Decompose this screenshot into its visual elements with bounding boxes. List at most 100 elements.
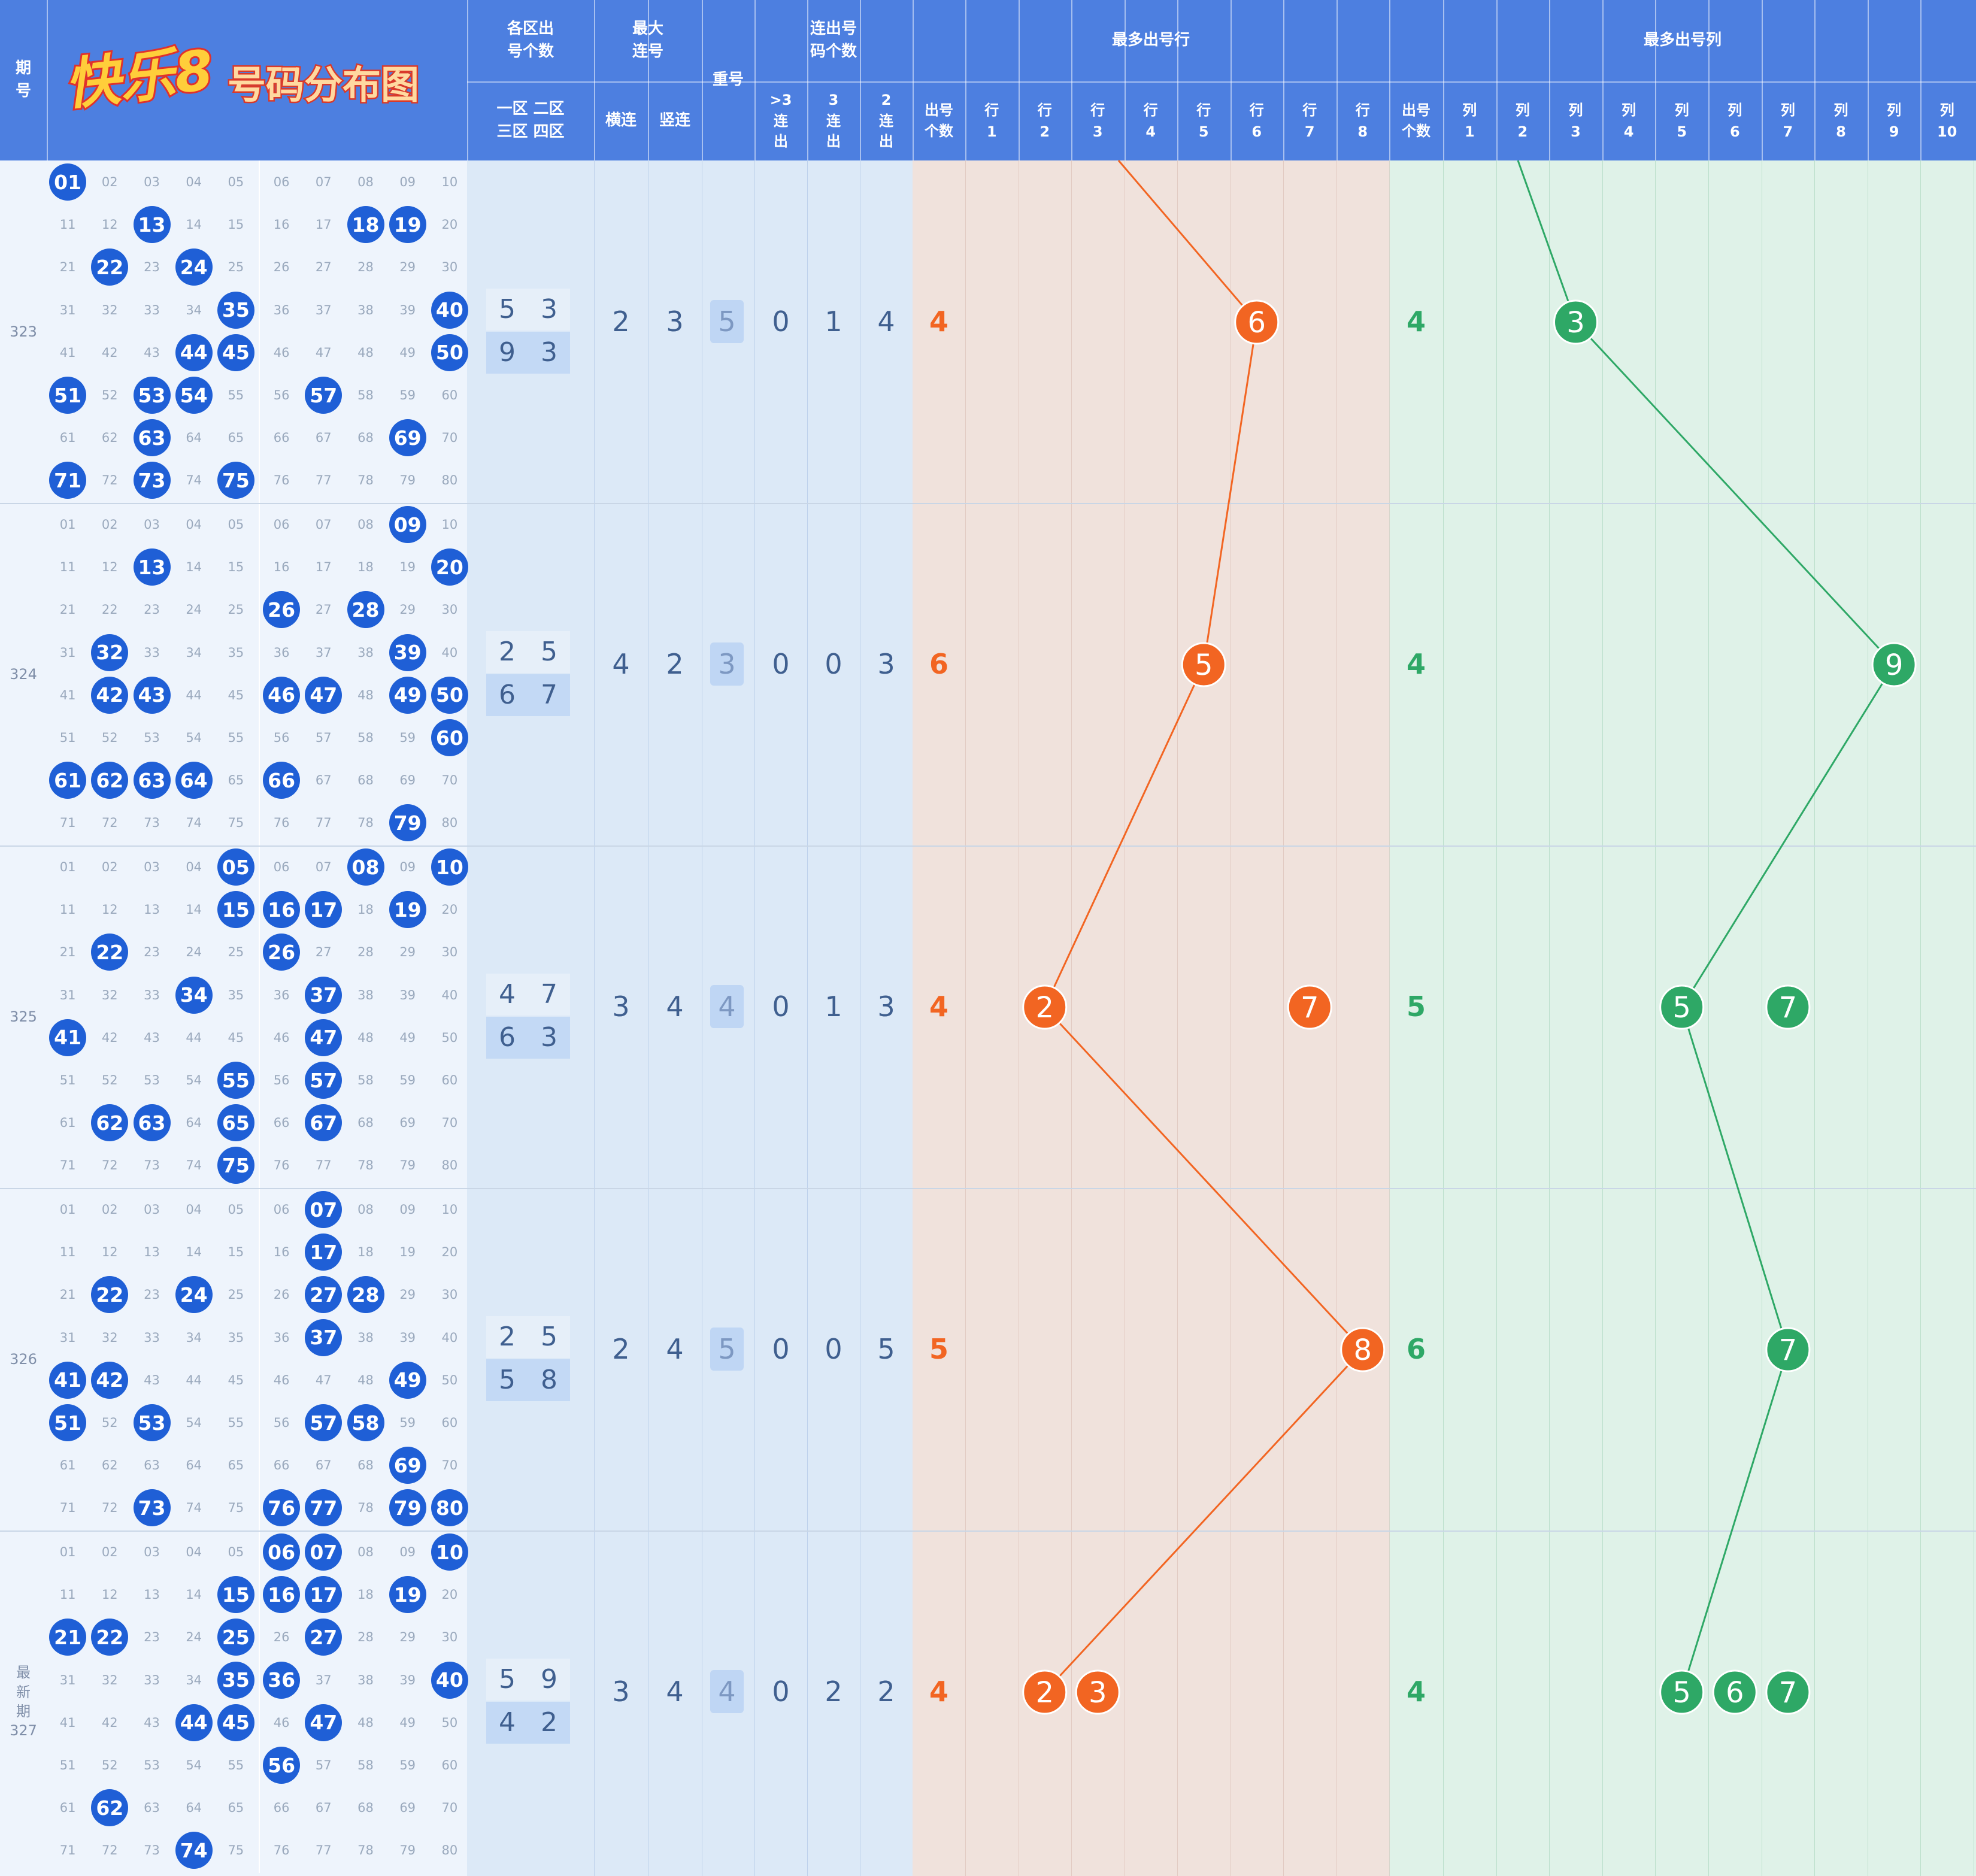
drawn-ball: 60 [431,719,468,756]
header-divider [1708,0,1710,160]
row-ball: 2 [1022,984,1068,1030]
header-divider [1124,0,1126,160]
col-9-header: 列 9 [1887,102,1902,140]
grid-number: 77 [315,1158,332,1173]
grid-number: 66 [273,1116,290,1131]
row-trend-segment [1117,160,1257,323]
grid-number: 24 [186,945,202,960]
repeat-value: 3 [710,642,744,686]
grid-number: 63 [144,1801,160,1816]
grid-number: 01 [59,1545,76,1559]
grid-number: 66 [273,1458,290,1473]
row-trend-segment [1044,1348,1363,1693]
drawn-ball: 62 [91,1789,129,1827]
three-consec-value: 2 [825,1675,842,1708]
grid-number: 40 [441,1330,458,1345]
drawn-ball: 61 [49,762,87,799]
drawn-ball: 34 [175,976,213,1014]
grid-number: 12 [101,217,118,232]
grid-number: 73 [144,816,160,831]
zone-divider [259,845,260,1188]
grid-number: 72 [101,473,118,488]
grid-number: 01 [59,517,76,532]
drawn-ball: 75 [217,1147,254,1184]
grid-number: 09 [399,175,416,189]
drawn-ball: 47 [305,676,343,714]
grid-number: 65 [228,1801,244,1816]
grid-number: 57 [315,731,332,745]
drawn-ball: 20 [431,548,468,586]
grid-number: 41 [59,345,76,360]
header-divider [648,0,649,160]
drawn-ball: 37 [305,1319,343,1356]
row-trend-segment [1044,1006,1363,1351]
grid-number: 38 [357,645,374,660]
col-6-header: 列 6 [1728,102,1742,140]
grid-number: 08 [357,517,374,532]
grid-number: 33 [144,1330,160,1345]
grid-line [807,160,808,1876]
drawn-ball: 28 [347,1276,384,1314]
drawn-ball: 58 [347,1404,384,1441]
header-divider [1920,0,1922,160]
grid-number: 77 [315,816,332,831]
repeat-value: 5 [710,300,744,343]
grid-number: 02 [101,1545,118,1559]
drawn-ball: 13 [133,548,171,586]
drawn-ball: 63 [133,419,171,457]
zone-count: 9 [486,332,528,374]
col-count-value: 5 [1406,990,1426,1023]
grid-number: 55 [228,388,244,402]
horizontal-value: 3 [612,1675,630,1708]
grid-number: 54 [186,731,202,745]
drawn-ball: 44 [175,334,213,371]
grid-number: 30 [441,602,458,617]
drawn-ball: 77 [305,1489,343,1527]
row-ball: 5 [1181,642,1226,687]
vertical-value: 3 [666,305,684,338]
grid-line [1708,160,1709,1876]
grid-number: 65 [228,773,244,788]
grid-number: 31 [59,1330,76,1345]
grid-number: 48 [357,687,374,702]
zone-count: 7 [528,974,570,1016]
grid-number: 33 [144,987,160,1002]
zone-divider [259,160,260,503]
row-1-header: 行 1 [984,102,999,140]
drawn-ball: 39 [389,634,426,671]
drawn-ball: 17 [305,891,343,929]
grid-number: 80 [441,473,458,488]
drawn-ball: 41 [49,1019,87,1056]
grid-number: 59 [399,388,416,402]
drawn-ball: 26 [263,934,301,971]
row-ball: 6 [1234,299,1280,345]
drawn-ball: 36 [263,1661,301,1699]
grid-number: 10 [441,517,458,532]
grid-number: 50 [441,1715,458,1730]
col-8-header: 列 8 [1833,102,1848,140]
grid-number: 71 [59,816,76,831]
grid-number: 26 [273,1630,290,1645]
grid-number: 52 [101,1416,118,1430]
drawn-ball: 80 [431,1489,468,1527]
grid-number: 69 [399,773,416,788]
row-ball-label: 2 [1035,991,1054,1025]
row-ball-label: 2 [1035,1676,1054,1710]
grid-number: 04 [186,175,202,189]
grid-number: 45 [228,1372,244,1387]
header-divider [1443,0,1444,160]
drawn-ball: 25 [217,1619,254,1656]
period-label: 最 新 期 327 [10,1664,37,1739]
grid-number: 42 [101,1715,118,1730]
grid-number: 12 [101,1245,118,1260]
zone-count: 3 [528,289,570,331]
header-divider [467,0,468,160]
col-ball: 7 [1765,984,1811,1030]
period-label: 324 [10,665,37,683]
row-count-value: 6 [929,648,948,680]
grid-number: 03 [144,175,160,189]
drawn-ball: 55 [217,1062,254,1099]
grid-number: 56 [273,1073,290,1087]
grid-number: 03 [144,1202,160,1217]
grid-number: 76 [273,473,290,488]
